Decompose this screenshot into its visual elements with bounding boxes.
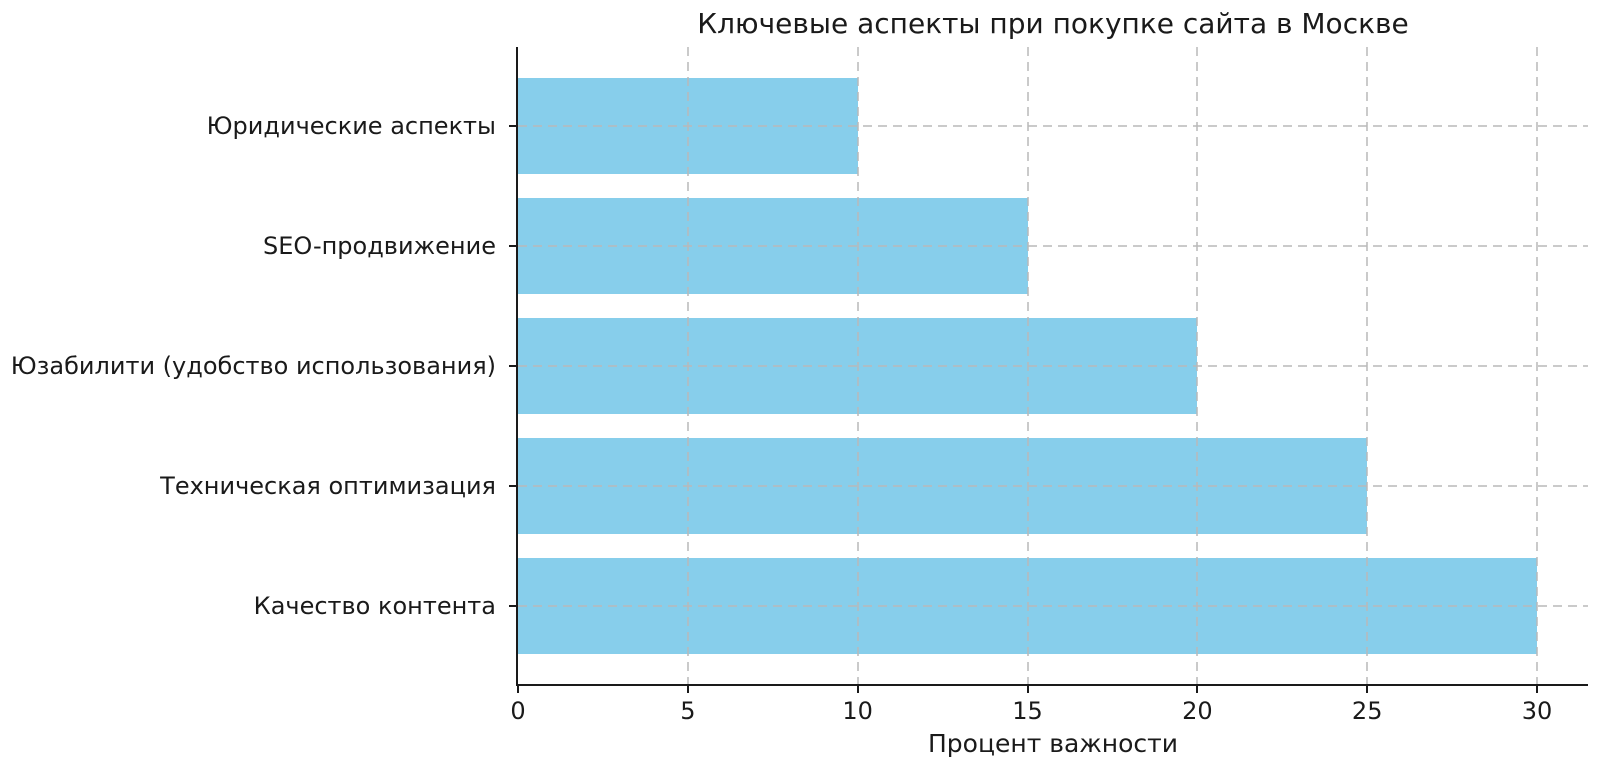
x-tick-mark: [686, 686, 689, 693]
gridline-horizontal: [518, 365, 1588, 368]
y-category-label: Юзабилити (удобство использования): [10, 352, 496, 381]
x-tick-label: 30: [1521, 697, 1553, 725]
x-tick-mark: [517, 686, 519, 693]
gridline-horizontal: [518, 485, 1588, 488]
y-tick-mark: [509, 245, 516, 248]
x-tick-mark: [1026, 686, 1029, 693]
x-tick-label: 10: [842, 697, 873, 725]
chart-title: Ключевые аспекты при покупке сайта в Мос…: [697, 7, 1409, 40]
y-category-label: Юридические аспекты: [206, 112, 496, 141]
y-tick-mark: [509, 605, 516, 608]
gridline-horizontal: [518, 125, 1588, 128]
gridline-horizontal: [518, 245, 1588, 248]
y-axis-spine: [516, 47, 518, 686]
y-tick-mark: [509, 365, 516, 368]
x-tick-mark: [1366, 686, 1369, 693]
y-category-label: SEO-продвижение: [262, 232, 496, 261]
y-tick-mark: [509, 485, 516, 488]
x-tick-mark: [1536, 686, 1539, 693]
x-tick-label: 5: [680, 697, 696, 725]
y-category-label: Качество контента: [253, 592, 496, 621]
x-axis-spine: [516, 684, 1588, 686]
y-tick-mark: [509, 125, 516, 128]
gridline-horizontal: [518, 605, 1588, 608]
x-tick-label: 15: [1012, 697, 1043, 725]
x-tick-mark: [856, 686, 859, 693]
x-tick-label: 25: [1351, 697, 1383, 725]
x-tick-mark: [1196, 686, 1199, 693]
x-tick-label: 0: [510, 697, 526, 725]
x-tick-label: 20: [1182, 697, 1213, 725]
x-axis-label: Процент важности: [928, 729, 1178, 758]
y-category-label: Техническая оптимизация: [160, 472, 496, 501]
plot-area: [516, 47, 1588, 686]
